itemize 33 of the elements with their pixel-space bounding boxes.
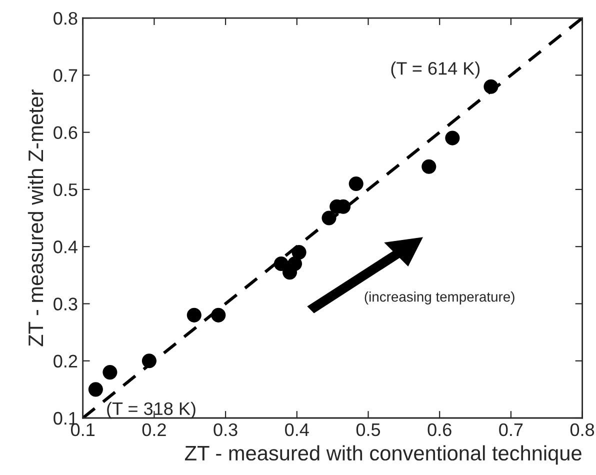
x-tick-label: 0.3	[214, 423, 238, 436]
x-tick-label: 0.8	[570, 423, 594, 436]
point	[211, 308, 226, 322]
point	[292, 245, 306, 260]
y-tick-label: 0.5	[54, 183, 78, 196]
x-tick-label: 0.7	[499, 423, 523, 436]
annotation: (T = 614 K)	[391, 62, 480, 78]
point	[102, 365, 118, 380]
y-tick-label: 0.6	[54, 126, 78, 140]
point	[142, 354, 156, 368]
x-tick-label: 0.2	[142, 423, 166, 436]
y-axis-title: ZT - measured with Z-meter	[28, 89, 44, 346]
point	[484, 79, 498, 94]
y-tick-label: 0.7	[54, 69, 78, 82]
annotation: (T = 318 K)	[107, 402, 196, 419]
x-tick-label: 0.1	[71, 423, 95, 436]
point	[322, 210, 336, 226]
point	[422, 159, 436, 174]
y-tick-label: 0.4	[54, 240, 78, 254]
point	[445, 130, 460, 146]
point	[348, 176, 364, 192]
y-tick-label: 0.3	[54, 298, 78, 310]
x-tick-label: 0.6	[428, 423, 452, 436]
point	[88, 382, 103, 397]
x-axis-title: ZT - measured with conventional technique	[184, 445, 582, 465]
y-tick-label: 0.2	[54, 354, 78, 368]
x-tick-label: 0.5	[356, 423, 380, 436]
point	[287, 256, 302, 272]
annotation: (increasing temperature)	[364, 292, 514, 304]
point	[186, 308, 202, 322]
x-tick-label: 0.4	[285, 423, 309, 436]
y-tick-label: 0.8	[54, 12, 78, 25]
y-tick-label: 0.1	[54, 412, 78, 425]
